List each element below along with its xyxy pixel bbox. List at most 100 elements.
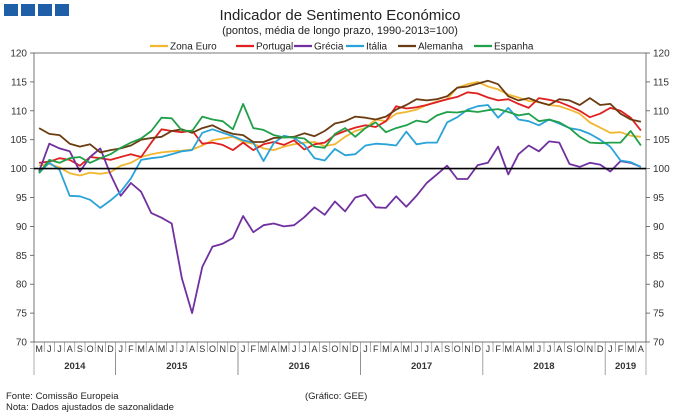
month-label: F (618, 344, 624, 354)
month-label: M (137, 344, 145, 354)
month-label: F (128, 344, 134, 354)
month-label: J (537, 344, 542, 354)
month-label: M (35, 344, 43, 354)
y-tick-label-left: 100 (10, 164, 27, 175)
month-label: J (608, 344, 613, 354)
y-tick-label-right: 105 (653, 135, 670, 146)
chart-title: Indicador de Sentimento Económico (220, 7, 461, 24)
month-label: D (107, 344, 114, 354)
legend-label: Alemanha (418, 42, 463, 53)
month-label: M (260, 344, 268, 354)
month-label: N (342, 344, 349, 354)
month-label: J (363, 344, 368, 354)
year-label: 2019 (615, 361, 636, 372)
month-label: S (322, 344, 328, 354)
month-label: A (515, 344, 521, 354)
month-label: J (118, 344, 123, 354)
month-label: S (77, 344, 83, 354)
month-label: M (525, 344, 533, 354)
month-label: J (414, 344, 419, 354)
month-label: S (566, 344, 572, 354)
month-label: O (454, 344, 461, 354)
y-tick-label-right: 110 (653, 106, 669, 117)
logo-block (38, 4, 52, 16)
y-tick-label-left: 95 (16, 193, 28, 204)
plot-frame (33, 52, 647, 343)
series-line-alemanha (38, 79, 642, 154)
series-line-espanha (38, 103, 642, 174)
chart-subtitle: (pontos, média de longo prazo, 1990-2013… (222, 25, 458, 37)
month-label: O (87, 344, 94, 354)
month-label: D (230, 344, 237, 354)
logo-block (55, 4, 69, 16)
month-label: J (241, 344, 246, 354)
logo-block (4, 4, 18, 16)
month-label: J (486, 344, 491, 354)
y-tick-label-left: 85 (16, 251, 28, 262)
y-tick-label-left: 90 (16, 222, 28, 233)
month-label: M (403, 344, 411, 354)
y-tick-label-left: 80 (16, 280, 28, 291)
y-tick-label-left: 110 (11, 106, 27, 117)
series-line-portugal (39, 91, 642, 167)
month-label: J (547, 344, 552, 354)
month-label: F (251, 344, 257, 354)
month-label: M (627, 344, 635, 354)
legend-label: Espanha (494, 42, 534, 53)
month-label: M (280, 344, 288, 354)
y-tick-label-right: 70 (653, 338, 665, 349)
month-label: A (434, 344, 440, 354)
month-label: D (597, 344, 604, 354)
y-tick-label-right: 120 (653, 49, 670, 60)
month-label: S (199, 344, 205, 354)
month-label: A (67, 344, 73, 354)
month-label: J (424, 344, 429, 354)
legend-label: Portugal (256, 42, 293, 53)
month-label: S (444, 344, 450, 354)
y-tick-label-left: 105 (10, 135, 27, 146)
legend-label: Itália (366, 42, 388, 53)
source-note: Fonte: Comissão Europeia (6, 391, 119, 402)
month-label: J (180, 344, 185, 354)
month-label: J (292, 344, 297, 354)
y-tick-label-right: 95 (653, 193, 665, 204)
series-line-it-lia (38, 104, 642, 209)
month-label: O (576, 344, 583, 354)
y-tick-label-right: 85 (653, 251, 665, 262)
y-tick-label-left: 70 (16, 338, 28, 349)
year-label: 2014 (64, 361, 86, 372)
year-label: 2017 (411, 361, 432, 372)
gee-logo (4, 4, 69, 16)
month-label: N (219, 344, 226, 354)
legend: Zona Euro Portugal Grécia Itália Alemanha Esp… (150, 42, 534, 53)
month-label: A (271, 344, 277, 354)
month-label: M (382, 344, 390, 354)
y-tick-label-right: 80 (653, 280, 665, 291)
series-line-zona-euro (38, 81, 641, 177)
year-label: 2016 (289, 361, 310, 372)
month-label: F (373, 344, 379, 354)
month-label: A (638, 344, 644, 354)
month-label: J (57, 344, 62, 354)
month-label: A (148, 344, 154, 354)
axes: 70 70 75 75 80 80 85 85 90 90 95 95 100 100 105 105 110 1… (10, 49, 670, 375)
y-tick-label-right: 75 (653, 309, 665, 320)
month-label: A (393, 344, 399, 354)
y-tick-label-right: 90 (653, 222, 665, 233)
series-line-gr-cia (38, 140, 642, 315)
month-label: J (302, 344, 307, 354)
y-tick-label-right: 100 (653, 164, 670, 175)
chart-credit: (Gráfico: GEE) (305, 391, 367, 402)
month-label: F (495, 344, 501, 354)
logo-block (21, 4, 35, 16)
month-label: A (311, 344, 317, 354)
y-tick-label-left: 120 (10, 49, 27, 60)
year-label: 2015 (166, 361, 188, 372)
month-label: N (587, 344, 594, 354)
month-label: J (47, 344, 52, 354)
month-label: A (556, 344, 562, 354)
month-label: N (464, 344, 471, 354)
month-label: J (169, 344, 174, 354)
month-label: D (474, 344, 481, 354)
